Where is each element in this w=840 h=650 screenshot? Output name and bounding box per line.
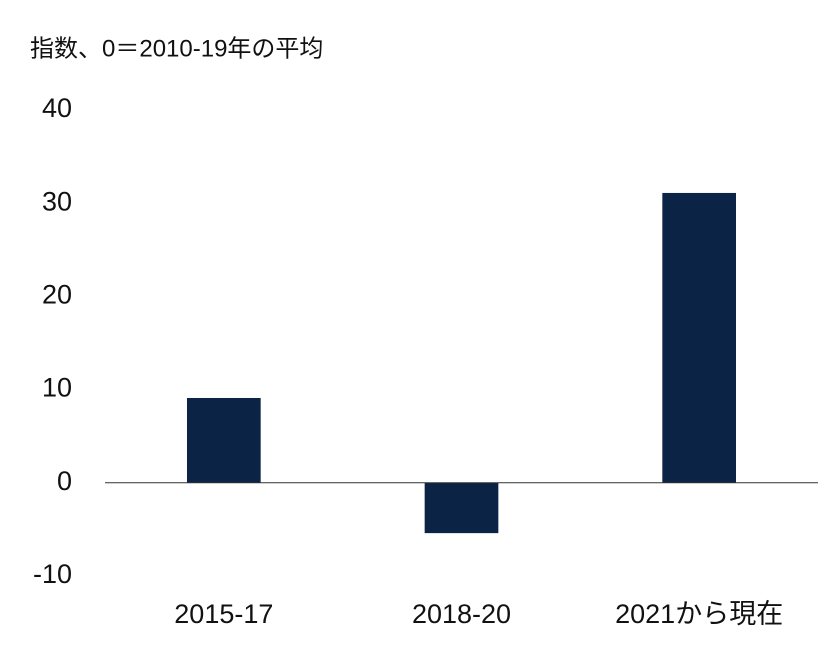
- y-tick-label: 20: [42, 280, 72, 310]
- x-tick-label: 2018-20: [412, 599, 511, 629]
- y-tick-label: 0: [57, 466, 72, 496]
- bar: [186, 397, 261, 483]
- y-tick-label: 40: [42, 93, 72, 123]
- x-tick-label: 2015-17: [174, 599, 273, 629]
- bar: [662, 192, 737, 483]
- y-tick-label: -10: [33, 559, 72, 589]
- bar: [424, 482, 499, 534]
- y-tick-label: 30: [42, 186, 72, 216]
- chart-title: 指数、0＝2010-19年の平均: [30, 35, 323, 62]
- y-tick-label: 10: [42, 373, 72, 403]
- x-tick-label: 2021から現在: [615, 599, 783, 629]
